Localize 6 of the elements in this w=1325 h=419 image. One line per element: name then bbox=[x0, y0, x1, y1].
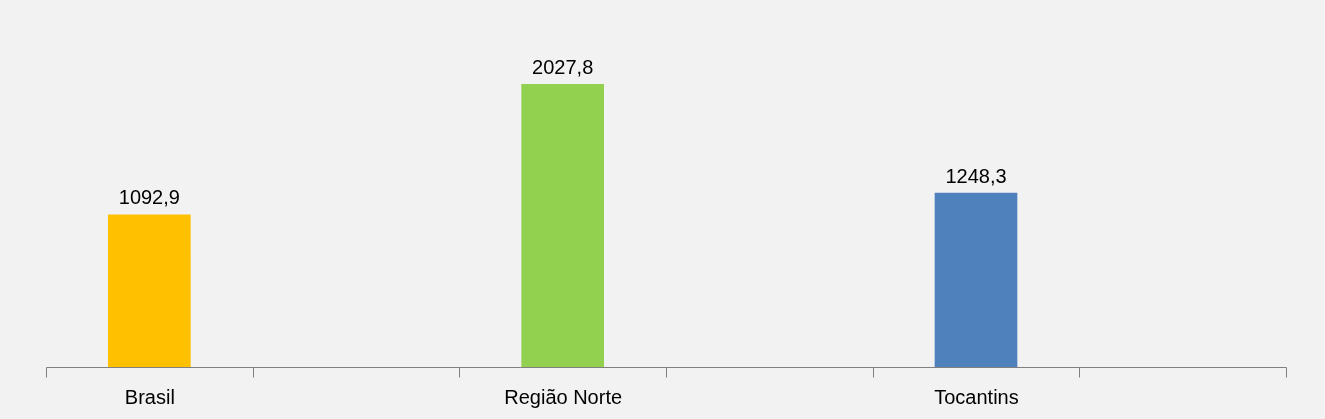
data-label: 1248,3 bbox=[945, 164, 1007, 187]
data-label: 1092,9 bbox=[118, 186, 180, 209]
x-tick-label: Tocantins bbox=[934, 385, 1019, 408]
x-tick-label: Região Norte bbox=[504, 385, 623, 408]
x-tick-label: Brasil bbox=[124, 385, 175, 408]
data-label: 2027,8 bbox=[532, 56, 594, 79]
